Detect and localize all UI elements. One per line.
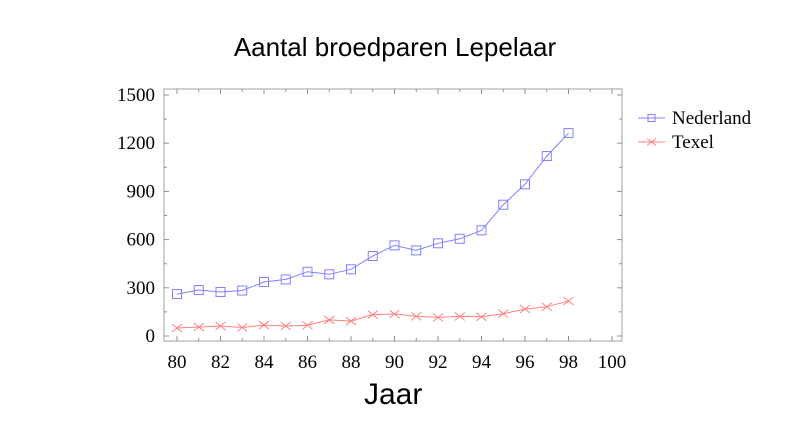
legend-label: Texel [672, 132, 714, 153]
x-marker [389, 309, 400, 319]
square-marker [541, 151, 552, 162]
x-marker [280, 321, 292, 331]
x-marker [497, 309, 509, 319]
chart-title: Aantal broedparen Lepelaar [0, 32, 786, 63]
square-marker [476, 225, 487, 236]
x-marker [345, 316, 357, 326]
square-marker [411, 245, 422, 256]
x-marker [563, 296, 574, 306]
x-marker [541, 302, 553, 312]
x-marker [432, 312, 444, 322]
x-marker [236, 323, 248, 332]
x-tick-label: 82 [211, 352, 230, 373]
plot-frame [163, 88, 623, 342]
x-marker [302, 320, 313, 330]
square-marker [498, 199, 509, 210]
x-marker [215, 321, 226, 331]
square-marker-icon [647, 114, 656, 122]
x-tick-label: 100 [598, 352, 627, 373]
square-marker [259, 277, 269, 288]
square-marker [324, 269, 335, 280]
square-marker [280, 274, 291, 285]
x-tick-label: 90 [385, 352, 404, 373]
square-marker [302, 266, 313, 277]
square-marker [520, 179, 530, 190]
square-marker [193, 285, 204, 296]
y-tick-label: 0 [146, 326, 156, 347]
x-marker [519, 304, 531, 314]
square-marker [215, 286, 226, 297]
x-tick-label: 92 [429, 352, 448, 373]
y-tick-label: 600 [127, 230, 156, 251]
plot-area: 80 82 84 86 88 90 92 94 96 98 100 0 300 600 900 1200 150… [117, 85, 626, 373]
chart-title-text: Aantal broedparen Lepelaar [233, 32, 557, 62]
x-tick-label: 96 [516, 352, 535, 373]
legend-item-texel: Texel [638, 132, 714, 153]
x-marker [476, 312, 487, 322]
y-tick-label: 900 [127, 181, 156, 202]
series-nederland [172, 128, 574, 300]
y-tick-label: 1200 [117, 133, 155, 154]
legend: Nederland Texel [638, 108, 752, 153]
x-tick-label: 84 [255, 352, 275, 373]
x-marker [410, 312, 422, 321]
x-axis-label: Jaar [364, 378, 423, 411]
square-marker [237, 285, 248, 296]
x-tick-label: 86 [298, 352, 317, 373]
legend-item-nederland: Nederland [638, 108, 752, 129]
square-marker [346, 264, 356, 275]
x-marker [323, 315, 335, 325]
legend-label: Nederland [672, 108, 752, 129]
series-texel [171, 296, 574, 333]
square-marker [433, 238, 443, 249]
square-marker [454, 233, 465, 244]
x-tick-label: 88 [342, 352, 361, 373]
x-marker [193, 322, 205, 332]
x-marker [171, 323, 183, 333]
x-marker [454, 312, 466, 321]
x-tick-label: 98 [559, 352, 578, 373]
square-marker [563, 128, 574, 139]
square-marker [389, 240, 400, 251]
x-tick-label: 94 [472, 352, 492, 373]
x-tick-label: 80 [168, 352, 187, 373]
x-marker [367, 310, 379, 320]
square-marker [172, 289, 182, 300]
y-tick-label: 300 [127, 278, 156, 299]
x-marker-icon [646, 138, 657, 146]
x-marker [258, 320, 270, 330]
y-tick-label: 1500 [117, 85, 155, 106]
square-marker [367, 250, 378, 261]
